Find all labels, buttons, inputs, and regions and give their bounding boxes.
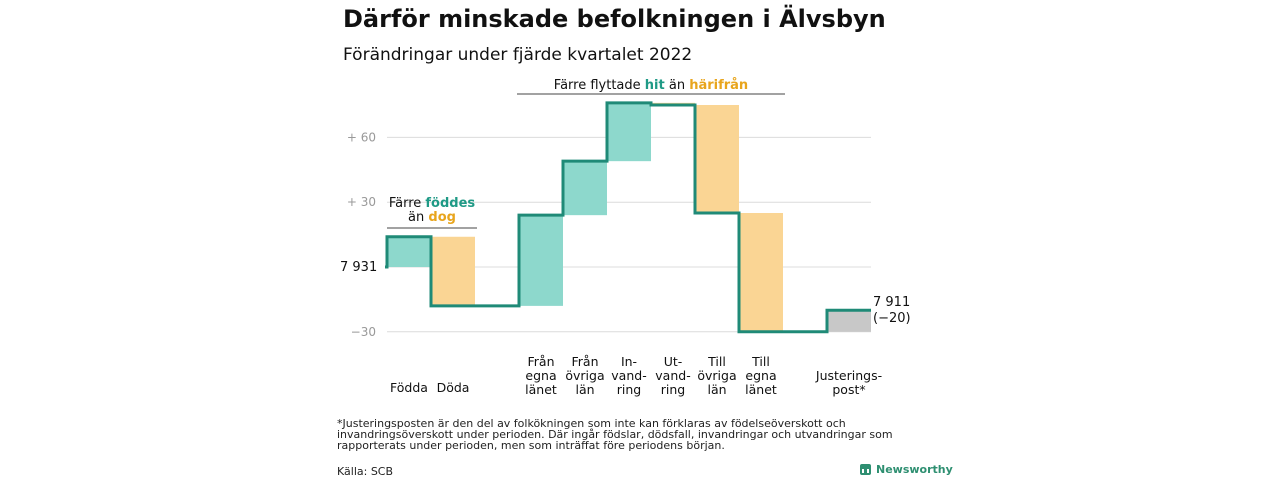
category-label: vand- <box>611 368 646 383</box>
category-label: Från <box>527 354 554 369</box>
category-label: län <box>707 382 726 397</box>
category-label: Från <box>571 354 598 369</box>
category-label: Ut- <box>664 354 683 369</box>
annotation-text: än <box>408 210 428 225</box>
annotation-birth-line2: än dog <box>408 210 456 225</box>
category-label: Justerings- <box>815 368 882 383</box>
annotation-text: Färre flyttade <box>554 78 645 93</box>
brand-logo: Newsworthy <box>860 463 953 476</box>
waterfall-line <box>385 101 871 334</box>
category-label: länet <box>745 382 777 397</box>
annotation-birth-line1: Färre föddes <box>389 196 476 211</box>
category-label: Till <box>751 354 770 369</box>
start-value-label: 7 931 <box>340 260 377 275</box>
annotation-teal-word: föddes <box>425 196 475 211</box>
category-label: Till <box>707 354 726 369</box>
category-label: länet <box>525 382 557 397</box>
category-label: In- <box>621 354 637 369</box>
annotation-orange-word: dog <box>428 210 456 225</box>
bar-increase <box>519 215 563 306</box>
category-label: Födda <box>390 380 428 395</box>
category-label: övriga <box>565 368 604 383</box>
end-change-label: (−20) <box>873 311 911 326</box>
end-value-label: 7 911 <box>873 295 910 310</box>
category-label: ring <box>661 382 685 397</box>
chart-title: Därför minskade befolkningen i Älvsbyn <box>343 5 886 33</box>
annotation-text: än <box>665 78 689 93</box>
bar-increase <box>563 161 607 216</box>
bar-increase <box>607 102 651 162</box>
bar-adjustment <box>827 310 871 332</box>
annotation-orange-word: härifrån <box>689 78 748 93</box>
category-label: ring <box>617 382 641 397</box>
category-label: län <box>575 382 594 397</box>
bar-increase <box>387 236 431 267</box>
category-label: egna <box>745 368 776 383</box>
bar-decrease <box>695 105 739 213</box>
source-label: Källa: SCB <box>337 465 394 478</box>
y-tick-label: −30 <box>351 325 376 339</box>
newsworthy-logo-icon <box>860 464 871 475</box>
annotation-teal-word: hit <box>645 78 665 93</box>
chart-subtitle: Förändringar under fjärde kvartalet 2022 <box>343 45 693 65</box>
annotation-migration: Färre flyttade hit än härifrån <box>554 78 748 93</box>
bar-decrease <box>739 213 783 332</box>
footnote: *Justeringsposten är den del av folkökni… <box>337 417 893 452</box>
category-label: övriga <box>697 368 736 383</box>
category-label: vand- <box>655 368 690 383</box>
brand-name: Newsworthy <box>876 463 953 476</box>
bar-decrease <box>431 236 475 306</box>
category-label: Döda <box>437 380 470 395</box>
category-label: post* <box>832 382 865 397</box>
y-tick-label: + 30 <box>347 195 376 209</box>
category-label: egna <box>525 368 556 383</box>
annotation-text: Färre <box>389 196 426 211</box>
y-tick-label: + 60 <box>347 130 376 144</box>
